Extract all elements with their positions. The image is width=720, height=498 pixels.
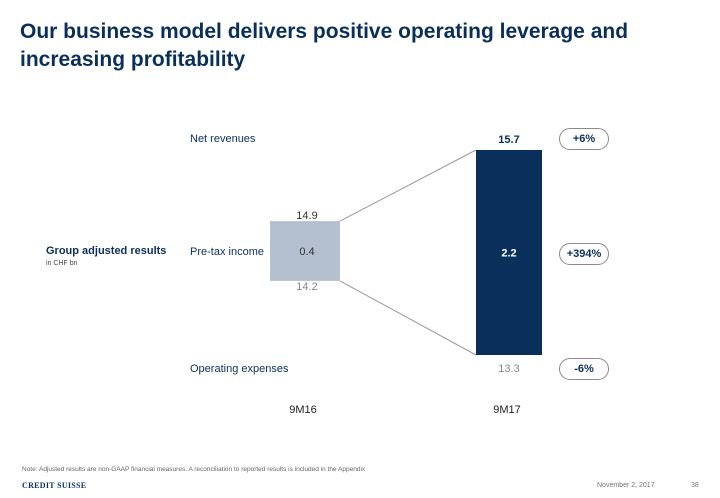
- expenses-label-9m16: 14.2: [296, 281, 317, 293]
- page-title: Our business model delivers positive ope…: [20, 20, 629, 71]
- page-number: 38: [691, 482, 699, 489]
- group-results-label: Group adjusted results: [46, 245, 167, 257]
- income-label-9m16: 0.4: [299, 246, 314, 258]
- pre-tax-income-label: Pre-tax income: [190, 246, 264, 258]
- revenue-label-9m16: 14.9: [296, 210, 317, 222]
- bar-9m17: [476, 150, 542, 355]
- pre-tax-income-change-badge: +394%: [559, 243, 609, 265]
- expenses-label-9m17: 13.3: [498, 363, 519, 375]
- currency-unit-label: in CHF bn: [46, 260, 78, 267]
- connector-line-top: [339, 149, 477, 222]
- operating-expenses-change-badge: -6%: [559, 358, 609, 380]
- bar-9m16: [270, 221, 340, 281]
- net-revenues-change-badge: +6%: [559, 128, 609, 150]
- category-label-9m17: 9M17: [493, 404, 521, 416]
- footnote: Note: Adjusted results are non-GAAP fina…: [22, 466, 366, 473]
- credit-suisse-logo: CREDIT SUISSE: [22, 481, 87, 490]
- operating-expenses-label: Operating expenses: [190, 363, 289, 375]
- category-label-9m16: 9M16: [289, 404, 317, 416]
- connector-line-bottom: [339, 280, 477, 356]
- net-revenues-label: Net revenues: [190, 133, 256, 145]
- income-label-9m17: 2.2: [501, 248, 516, 260]
- slide-date: November 2, 2017: [597, 482, 655, 489]
- revenue-label-9m17: 15.7: [498, 134, 519, 146]
